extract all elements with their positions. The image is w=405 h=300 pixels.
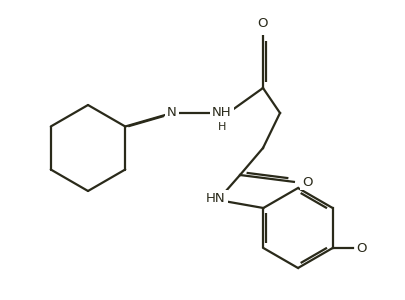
Text: N: N	[167, 106, 177, 119]
Text: H: H	[218, 122, 226, 132]
Text: HN: HN	[206, 191, 226, 205]
Text: O: O	[258, 17, 268, 30]
Text: O: O	[357, 242, 367, 254]
Text: NH: NH	[212, 106, 232, 119]
Text: O: O	[302, 176, 313, 188]
